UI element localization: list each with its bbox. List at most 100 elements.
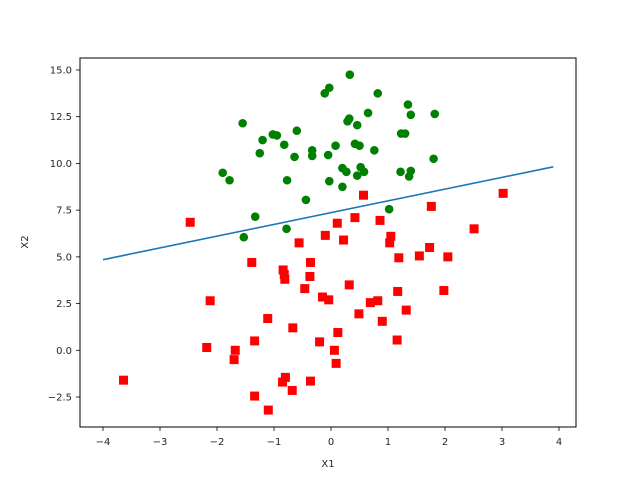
red-point: [287, 385, 297, 395]
y-axis-label: X2: [20, 235, 31, 248]
red-point: [443, 252, 453, 262]
green-point: [323, 150, 333, 160]
red-point: [278, 377, 288, 387]
green-point: [406, 110, 416, 120]
red-point: [280, 274, 290, 284]
x-axis-label: X1: [321, 459, 334, 470]
red-point: [320, 230, 330, 240]
green-point: [279, 140, 289, 150]
red-point: [498, 188, 508, 198]
red-point: [300, 284, 310, 294]
red-point: [202, 342, 212, 352]
y-tick-label: −2.5: [48, 393, 72, 404]
red-point: [375, 215, 385, 225]
y-tick-label: 15.0: [50, 66, 72, 77]
x-tick-label: −4: [96, 437, 111, 448]
red-point: [365, 298, 375, 308]
y-tick-label: 0.0: [56, 346, 72, 357]
red-point: [205, 296, 215, 306]
red-point: [344, 280, 354, 290]
green-point: [338, 163, 347, 173]
red-point: [305, 271, 315, 281]
red-point: [288, 323, 298, 333]
green-point: [355, 141, 364, 150]
green-point: [258, 135, 267, 145]
x-tick-label: 3: [499, 437, 505, 448]
red-point: [279, 270, 289, 280]
green-point: [429, 154, 438, 164]
green-point: [272, 131, 282, 140]
green-point: [238, 118, 247, 128]
green-point: [396, 167, 405, 177]
red-point: [280, 372, 290, 382]
green-point: [255, 148, 265, 158]
red-point: [278, 265, 288, 275]
red-point: [250, 336, 260, 346]
red-point: [305, 257, 315, 267]
green-point: [218, 168, 227, 178]
red-point: [229, 355, 239, 365]
red-point: [401, 305, 411, 315]
red-point: [394, 253, 404, 263]
green-point: [338, 182, 347, 192]
green-point: [282, 175, 292, 185]
red-point: [425, 243, 435, 253]
red-point: [339, 235, 349, 245]
decision-boundary-line: [102, 166, 554, 261]
red-point: [315, 337, 325, 347]
red-point: [439, 285, 449, 295]
red-point: [385, 238, 395, 248]
red-point: [329, 345, 339, 355]
red-point: [324, 295, 334, 305]
red-point: [263, 314, 273, 324]
red-point: [386, 231, 396, 241]
y-axis-ticks: −2.5 0.0 2.5 5.0 7.5 10.0 12.5 15.0: [48, 66, 80, 404]
y-tick-label: 5.0: [56, 252, 72, 263]
green-point: [363, 108, 373, 118]
green-point: [225, 175, 234, 185]
green-point: [384, 204, 394, 214]
green-point: [250, 212, 260, 221]
green-point: [282, 224, 291, 234]
y-tick-label: 10.0: [50, 159, 72, 170]
red-point: [358, 190, 368, 200]
green-point: [352, 120, 362, 130]
y-tick-label: 12.5: [50, 112, 72, 123]
red-point: [414, 251, 424, 261]
green-point: [331, 141, 340, 150]
red-point: [332, 218, 342, 228]
red-point: [393, 286, 403, 296]
green-point: [370, 146, 379, 155]
red-point: [294, 238, 304, 248]
red-point: [354, 309, 364, 319]
green-point: [400, 129, 410, 138]
red-point: [185, 217, 195, 227]
red-point: [119, 375, 129, 385]
green-point: [307, 151, 317, 161]
red-point: [317, 292, 327, 302]
red-point: [305, 376, 315, 386]
y-tick-label: 2.5: [56, 299, 72, 310]
red-point: [377, 316, 387, 326]
x-tick-label: −3: [153, 437, 168, 448]
red-point: [426, 201, 436, 211]
green-point: [352, 171, 362, 180]
red-point: [230, 345, 240, 355]
red-point: [350, 213, 360, 223]
green-point: [345, 70, 355, 79]
green-point: [403, 100, 413, 109]
red-point: [263, 405, 273, 415]
x-tick-label: 2: [442, 437, 448, 448]
green-point: [404, 172, 414, 181]
x-axis-ticks: −4 −3 −2 −1 0 1 2 3 4: [96, 427, 562, 448]
green-point: [343, 117, 352, 126]
red-point: [373, 296, 383, 306]
x-tick-label: −1: [267, 437, 282, 448]
x-tick-label: −2: [210, 437, 225, 448]
x-tick-label: 1: [385, 437, 391, 448]
red-point: [247, 257, 257, 267]
green-point: [430, 109, 440, 119]
green-point: [301, 195, 311, 205]
